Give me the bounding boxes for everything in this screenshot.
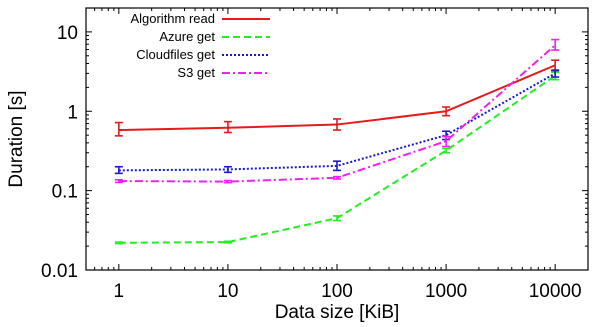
legend: Algorithm read Azure get Cloudfiles get S3 … — [130, 11, 270, 80]
y-tick-label: 0.1 — [52, 182, 78, 203]
legend-label: Cloudfiles get — [136, 47, 215, 62]
series-algorithm-read — [114, 59, 560, 137]
y-tick-label: 10 — [57, 23, 78, 44]
y-tick-label: 1 — [67, 102, 78, 123]
y-axis-title: Duration [s] — [6, 90, 27, 187]
error-bar — [223, 120, 232, 134]
series-cloudfiles-get — [114, 69, 560, 175]
error-bar — [551, 38, 560, 51]
error-bar — [333, 175, 341, 180]
legend-label: S3 get — [177, 65, 215, 80]
x-tick-label: 1000 — [425, 281, 467, 302]
x-axis-title: Data size [KiB] — [275, 302, 400, 323]
error-bar — [442, 106, 451, 117]
error-bar — [223, 240, 232, 244]
x-tick-label: 1 — [114, 281, 125, 302]
error-bar — [333, 215, 341, 222]
series-s3-get — [114, 38, 560, 184]
x-tick-label: 10000 — [529, 281, 582, 302]
error-bar — [114, 241, 123, 245]
y-tick-label: 0.01 — [41, 261, 78, 282]
error-bar — [114, 178, 123, 184]
error-bar — [551, 69, 560, 78]
error-bar — [333, 160, 341, 172]
legend-label: Azure get — [159, 29, 215, 44]
series-layer — [114, 38, 560, 245]
error-bar — [223, 179, 232, 184]
series-azure-get — [114, 71, 560, 245]
error-bar — [442, 147, 451, 154]
x-tick-label: 10 — [217, 281, 238, 302]
error-bar — [114, 165, 123, 175]
axis-ticks: 1 10 100 1000 10000 0.01 0.1 1 10 — [41, 8, 588, 302]
series-line — [118, 72, 556, 172]
x-tick-label: 100 — [321, 281, 353, 302]
error-bar — [333, 118, 341, 131]
error-bar — [442, 135, 451, 148]
error-bar — [223, 165, 232, 174]
error-bar — [114, 121, 123, 137]
legend-label: Algorithm read — [130, 11, 215, 26]
